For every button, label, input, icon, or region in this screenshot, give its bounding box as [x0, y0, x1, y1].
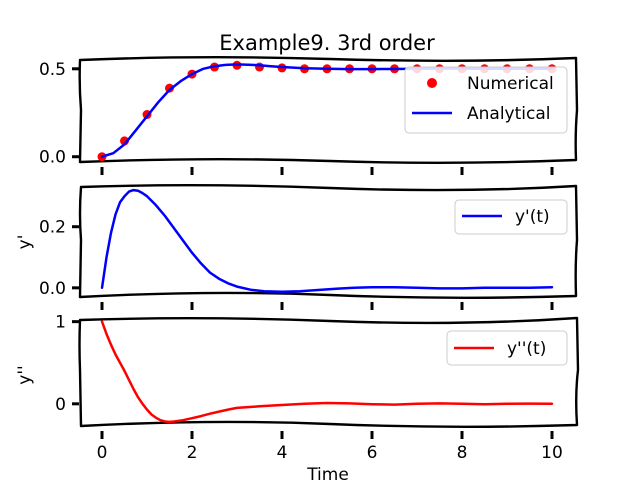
- x-axis-label: Time: [306, 465, 349, 480]
- x-tick-label: 8: [457, 443, 468, 463]
- panel-frame: [78, 316, 580, 428]
- x-tick-label: 2: [187, 443, 198, 463]
- y-tick-label: 1: [55, 313, 66, 333]
- chart-title: Example9. 3rd order: [219, 31, 435, 55]
- legend-label-ydoubleprime: y''(t): [507, 339, 546, 359]
- legend-label-analytical: Analytical: [467, 104, 550, 124]
- series-line: [100, 320, 554, 424]
- y-tick-label: 0.0: [39, 279, 66, 299]
- legend: Numerical Analytical: [404, 66, 568, 134]
- y-ticks: 0.0 0.5: [39, 60, 79, 168]
- legend-label-yprime: y'(t): [515, 207, 550, 227]
- x-tick-label: 0: [97, 443, 108, 463]
- marks: [100, 320, 554, 424]
- panel-frame: [78, 184, 579, 299]
- y-tick-label: 0.0: [39, 148, 66, 168]
- y-ticks: 01: [55, 313, 79, 415]
- y-ticks: 0.0 0.2: [39, 218, 79, 299]
- x-ticks: [100, 302, 554, 310]
- legend-marker-numerical: [427, 78, 437, 88]
- panel-y: 0.0 0.5 Numerical Analytical: [39, 56, 579, 175]
- data-point: [165, 83, 174, 93]
- panel-frame: [78, 56, 579, 164]
- y-axis-label: y'': [15, 365, 35, 384]
- marks: [100, 188, 554, 294]
- x-ticks: [100, 167, 554, 175]
- panel-yprime: 0.0 0.2 y' y'(t): [15, 184, 579, 310]
- legend: y''(t): [446, 330, 568, 366]
- legend-box: [454, 199, 568, 235]
- y-axis-label: y': [15, 235, 35, 250]
- panel-ydoubleprime: 01 0 2 4 6 8 10 y'' Time y''(t): [15, 313, 580, 480]
- legend-box: [446, 330, 568, 366]
- x-tick-label: 4: [277, 443, 288, 463]
- y-tick-label: 0: [55, 395, 66, 415]
- x-tick-label: 6: [367, 443, 378, 463]
- legend: y'(t): [454, 199, 568, 235]
- x-tick-label: 10: [541, 443, 563, 463]
- series-line: [100, 188, 554, 294]
- legend-box: [404, 66, 568, 134]
- y-tick-label: 0.5: [39, 60, 66, 80]
- x-ticks: 0 2 4 6 8 10: [97, 431, 563, 463]
- legend-label-numerical: Numerical: [467, 74, 554, 94]
- y-tick-label: 0.2: [39, 218, 66, 238]
